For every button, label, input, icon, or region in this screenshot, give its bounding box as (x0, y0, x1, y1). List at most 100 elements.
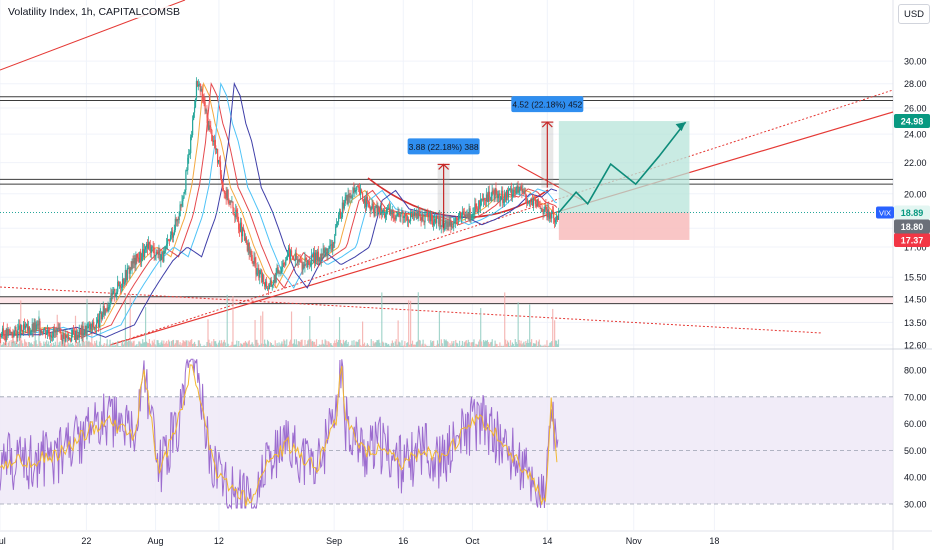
candle-body (295, 253, 297, 260)
volume-bar (269, 342, 272, 347)
candle-body (495, 188, 497, 194)
volume-bar (322, 343, 324, 347)
candle-body (17, 329, 19, 338)
volume-bar (304, 339, 306, 347)
volume-bar (214, 341, 216, 347)
candle-body (80, 330, 82, 336)
volume-bar (424, 343, 426, 347)
candle-body (451, 226, 453, 228)
candle-body (288, 247, 290, 251)
candle-body (166, 243, 168, 246)
candle-body (492, 190, 494, 195)
volume-bar (92, 343, 94, 347)
candle-body (47, 329, 49, 334)
candle-body (455, 217, 457, 222)
volume-bar (9, 346, 11, 347)
volume-bar (25, 342, 28, 347)
volume-bar (100, 344, 103, 347)
candle-body (289, 247, 291, 260)
candle-body (234, 214, 236, 218)
volume-bar (501, 345, 503, 347)
volume-bar (144, 307, 147, 347)
candle-body (146, 244, 149, 249)
candle-body (458, 211, 461, 215)
volume-bar (125, 340, 127, 347)
volume-bar (512, 343, 514, 347)
candle-body (391, 210, 393, 215)
volume-bar (172, 339, 175, 347)
volume-bar (53, 345, 55, 347)
volume-bar (259, 344, 261, 347)
volume-bar (45, 341, 47, 347)
candle-body (21, 324, 23, 331)
candle-body (212, 141, 214, 142)
candle-body (336, 223, 338, 227)
volume-bar (50, 343, 53, 347)
candle-body (381, 208, 383, 213)
volume-bar (405, 346, 407, 347)
rsi-tick-label: 70.00 (904, 392, 927, 402)
volume-bar (557, 339, 560, 347)
volume-bar (177, 340, 179, 347)
volume-bar (68, 342, 70, 347)
candle-body (171, 231, 174, 238)
candle-body (308, 261, 310, 263)
candle-body (29, 332, 31, 334)
volume-bar (554, 320, 556, 347)
candle-body (202, 96, 204, 100)
volume-bar (490, 341, 492, 347)
candle-body (63, 332, 65, 335)
volume-bar (434, 346, 436, 347)
candle-body (475, 203, 477, 209)
volume-bar (217, 342, 220, 347)
candle-body (410, 212, 412, 222)
candle-body (357, 186, 359, 188)
volume-bar (211, 341, 213, 347)
volume-bar (93, 345, 95, 347)
volume-bar (122, 344, 125, 347)
volume-bar (173, 344, 175, 347)
candle-body (75, 330, 78, 340)
price-tick-label: 26.00 (904, 103, 927, 113)
candle-body (223, 190, 225, 194)
currency-button[interactable]: USD (898, 4, 930, 24)
price-tick-label: 13.50 (904, 318, 927, 328)
volume-bar (293, 339, 296, 347)
candle-body (38, 321, 40, 326)
candle-body (282, 263, 284, 268)
volume-bar (404, 341, 406, 347)
candle-body (307, 261, 309, 268)
candle-body (346, 194, 348, 205)
volume-bar (160, 342, 162, 347)
time-tick-label: Aug (148, 536, 164, 546)
volume-bar (443, 339, 445, 347)
volume-bar (110, 343, 112, 347)
volume-bar (343, 342, 345, 347)
volume-bar (387, 343, 390, 347)
volume-bar (522, 343, 524, 347)
volume-bar (425, 345, 427, 347)
volume-bar (81, 339, 83, 347)
volume-bar (513, 346, 515, 347)
candle-body (523, 191, 525, 194)
price-tick-label: 17.00 (904, 242, 927, 252)
volume-bar (452, 343, 454, 347)
volume-bar (140, 343, 142, 347)
candle-body (344, 197, 346, 204)
candle-body (247, 243, 249, 251)
volume-bar (474, 346, 476, 347)
candle-body (275, 272, 277, 283)
volume-bar (183, 340, 185, 347)
volume-bar (455, 339, 457, 347)
volume-bar (440, 339, 442, 347)
candle-body (74, 330, 77, 340)
volume-bar (70, 343, 72, 347)
volume-bar (113, 345, 115, 347)
volume-bar (295, 339, 297, 347)
candle-body (512, 189, 514, 195)
volume-bar (145, 341, 148, 347)
volume-bar (204, 346, 206, 347)
volume-bar (150, 345, 152, 347)
